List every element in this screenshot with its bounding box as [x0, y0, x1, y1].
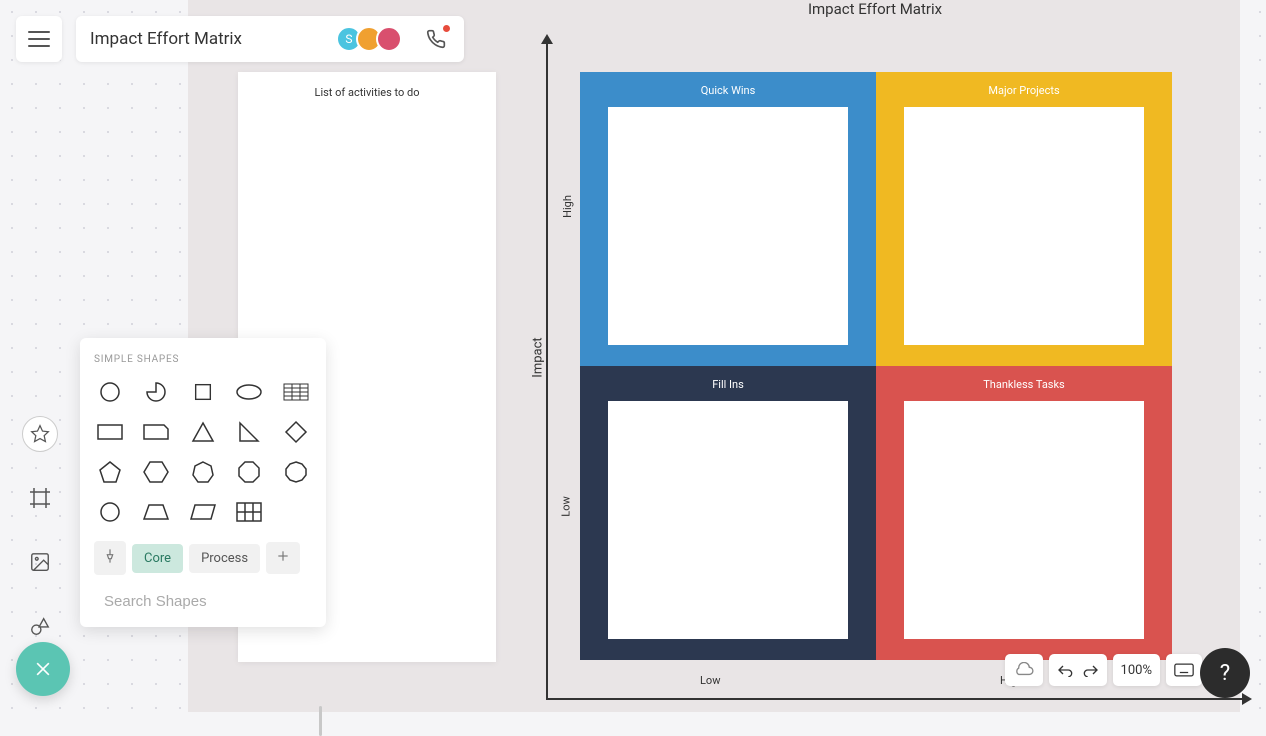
shape-trapezoid[interactable]	[140, 499, 172, 525]
cloud-sync-button[interactable]	[1005, 654, 1043, 686]
help-button[interactable]: ?	[1200, 648, 1250, 698]
shape-card[interactable]	[140, 419, 172, 445]
quadrant-title: Quick Wins	[608, 84, 848, 97]
quadrant-major-projects[interactable]: Major Projects	[876, 72, 1172, 366]
pin-icon	[102, 548, 118, 564]
quadrant-title: Thankless Tasks	[904, 378, 1144, 391]
frame-tool-button[interactable]	[22, 480, 58, 516]
shape-search-row	[94, 585, 312, 617]
shape-table[interactable]	[280, 379, 312, 405]
document-title[interactable]: Impact Effort Matrix	[90, 29, 322, 49]
keyboard-shortcuts-button[interactable]	[1166, 654, 1202, 686]
y-axis	[546, 40, 548, 700]
activities-header: List of activities to do	[238, 72, 496, 113]
hamburger-icon	[28, 31, 50, 47]
quadrant-dropzone[interactable]	[608, 107, 848, 345]
avatar[interactable]	[376, 26, 402, 52]
shape-diamond[interactable]	[280, 419, 312, 445]
shape-decagon[interactable]	[280, 459, 312, 485]
collaborator-avatars: S	[336, 26, 402, 52]
image-icon	[29, 551, 51, 573]
shape-empty	[280, 499, 312, 525]
undo-redo-group	[1049, 654, 1107, 686]
help-icon: ?	[1220, 661, 1230, 686]
shape-rectangle[interactable]	[94, 419, 126, 445]
cloud-icon	[1013, 662, 1035, 678]
image-tool-button[interactable]	[22, 544, 58, 580]
y-low-label: Low	[560, 496, 573, 516]
shape-grid	[94, 379, 312, 525]
frame-icon	[28, 486, 52, 510]
shape-category-tabs: Core Process	[94, 541, 312, 575]
redo-icon[interactable]	[1083, 663, 1099, 677]
y-high-label: High	[561, 195, 574, 218]
quadrant-dropzone[interactable]	[904, 401, 1144, 639]
zoom-level[interactable]: 100%	[1113, 654, 1160, 686]
shape-rounded-rect[interactable]	[94, 499, 126, 525]
y-axis-label: Impact	[531, 337, 546, 377]
shapes-combo-icon	[29, 615, 51, 637]
quadrant-title: Fill Ins	[608, 378, 848, 391]
shape-search-input[interactable]	[104, 593, 303, 610]
close-panel-button[interactable]	[16, 642, 70, 696]
quadrant-quick-wins[interactable]: Quick Wins	[580, 72, 876, 366]
freehand-tool-button[interactable]	[22, 608, 58, 644]
x-low-label: Low	[700, 674, 720, 687]
quadrant-fill-ins[interactable]: Fill Ins	[580, 366, 876, 660]
shapes-tool-button[interactable]	[22, 416, 58, 452]
add-tab-button[interactable]	[266, 542, 300, 574]
matrix-title: Impact Effort Matrix	[580, 0, 1170, 18]
shape-pentagon[interactable]	[94, 459, 126, 485]
plus-icon	[276, 549, 290, 563]
phone-icon	[426, 29, 446, 49]
shape-circle[interactable]	[94, 379, 126, 405]
quadrant-title: Major Projects	[904, 84, 1144, 97]
tab-process[interactable]: Process	[189, 544, 260, 573]
notification-dot	[443, 25, 450, 32]
zoom-value: 100%	[1121, 663, 1152, 678]
pin-tab-button[interactable]	[94, 541, 126, 575]
call-button[interactable]	[422, 25, 450, 53]
hamburger-menu-button[interactable]	[16, 16, 62, 62]
shape-parallelogram[interactable]	[187, 499, 219, 525]
shape-right-triangle[interactable]	[233, 419, 265, 445]
star-shape-icon	[30, 424, 50, 444]
quadrant-thankless-tasks[interactable]: Thankless Tasks	[876, 366, 1172, 660]
shape-triangle[interactable]	[187, 419, 219, 445]
undo-icon[interactable]	[1057, 663, 1073, 677]
shapes-panel: SIMPLE SHAPES Core Process	[80, 338, 326, 627]
bottom-toolbar: 100%	[1005, 654, 1202, 686]
scroll-indicator[interactable]	[319, 706, 322, 736]
x-axis	[546, 698, 1246, 700]
shapes-section-title: SIMPLE SHAPES	[94, 354, 312, 365]
quadrant-dropzone[interactable]	[904, 107, 1144, 345]
title-bar: Impact Effort Matrix S	[76, 16, 464, 62]
shape-ellipse[interactable]	[233, 379, 265, 405]
shape-octagon[interactable]	[233, 459, 265, 485]
shape-grid2x2[interactable]	[233, 499, 265, 525]
shape-hexagon[interactable]	[140, 459, 172, 485]
keyboard-icon	[1174, 663, 1194, 677]
shape-arc[interactable]	[140, 379, 172, 405]
shape-square[interactable]	[187, 379, 219, 405]
close-icon	[33, 659, 53, 679]
shape-heptagon[interactable]	[187, 459, 219, 485]
quadrant-dropzone[interactable]	[608, 401, 848, 639]
tab-core[interactable]: Core	[132, 544, 183, 573]
